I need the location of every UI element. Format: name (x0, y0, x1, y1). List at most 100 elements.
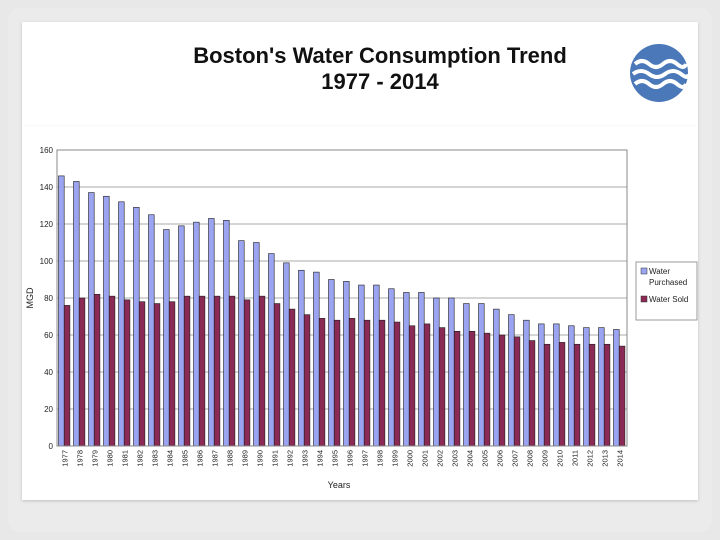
bar-water-sold (483, 332, 491, 447)
x-axis-label: Years (328, 480, 351, 490)
bar-water-purchased (118, 201, 125, 447)
bar-water-sold (408, 325, 416, 447)
x-tick-label: 1986 (196, 450, 205, 467)
y-tick-label: 20 (44, 405, 53, 414)
bar-water-sold (348, 318, 356, 447)
x-tick-label: 1985 (181, 450, 190, 467)
bar-water-sold (198, 295, 206, 447)
x-tick-label: 1990 (256, 450, 265, 467)
bar-water-purchased (328, 279, 335, 447)
x-tick-label: 1982 (136, 450, 145, 467)
x-tick-label: 1983 (151, 450, 160, 467)
bar-water-purchased (88, 192, 95, 447)
bar-water-sold (618, 345, 626, 447)
legend-label-purchased-1: Water (649, 267, 670, 276)
x-tick-label: 2008 (526, 450, 535, 467)
y-tick-label: 120 (40, 220, 54, 229)
bar-water-sold (123, 299, 131, 447)
bar-water-purchased (358, 284, 365, 447)
bar-water-purchased (478, 303, 485, 447)
y-axis-ticks: 0 20 40 60 80 100 120 140 160 (40, 146, 54, 451)
bar-water-purchased (568, 325, 575, 447)
bar-water-sold (78, 297, 86, 447)
bar-water-sold (378, 319, 386, 447)
legend-label-purchased-2: Purchased (649, 278, 687, 287)
x-tick-label: 1998 (376, 450, 385, 467)
x-tick-label: 1984 (166, 450, 175, 467)
bar-water-sold (423, 323, 431, 447)
x-tick-label: 1980 (106, 450, 115, 467)
bar-water-sold (303, 314, 311, 447)
y-tick-label: 160 (40, 146, 54, 155)
bar-water-purchased (133, 207, 140, 447)
bar-water-sold (543, 343, 551, 447)
bar-water-purchased (583, 327, 590, 447)
bar-water-sold (93, 293, 101, 447)
bar-water-purchased (523, 319, 530, 447)
x-tick-label: 1991 (271, 450, 280, 467)
bar-water-purchased (223, 220, 230, 447)
bar-water-sold (603, 343, 611, 447)
bar-water-sold (63, 305, 71, 447)
bar-water-sold (513, 336, 521, 447)
x-tick-label: 2006 (496, 450, 505, 467)
bar-water-purchased (208, 218, 215, 447)
bar-water-purchased (403, 292, 410, 447)
bar-water-purchased (283, 262, 290, 447)
x-tick-label: 1993 (301, 450, 310, 467)
bar-water-purchased (508, 314, 515, 447)
bar-water-sold (243, 299, 251, 447)
x-tick-label: 2002 (436, 450, 445, 467)
x-tick-label: 1997 (361, 450, 370, 467)
bar-water-purchased (298, 269, 305, 447)
bar-water-purchased (238, 240, 245, 447)
plot-area-frame (56, 149, 628, 447)
x-tick-label: 1996 (346, 450, 355, 467)
y-axis-label: MGD (25, 287, 35, 308)
bar-water-purchased (418, 292, 425, 447)
bar-water-sold (393, 321, 401, 447)
bar-water-purchased (388, 288, 395, 447)
x-axis-ticks: 1977 1978 1979 1980 1981 1982 1983 1984 1985 1986… (61, 450, 625, 467)
bar-water-sold (228, 295, 236, 447)
x-tick-label: 2012 (586, 450, 595, 467)
bar-water-sold (183, 295, 191, 447)
x-tick-label: 1979 (91, 450, 100, 467)
bar-water-purchased (103, 195, 110, 447)
bar-water-purchased (373, 284, 380, 447)
x-tick-label: 1978 (76, 450, 85, 467)
title-panel (22, 22, 698, 126)
bar-water-sold (213, 295, 221, 447)
x-tick-label: 2003 (451, 450, 460, 467)
x-tick-label: 2013 (601, 450, 610, 467)
bar-water-purchased (343, 281, 350, 447)
y-tick-label: 80 (44, 294, 53, 303)
bar-water-purchased (253, 242, 260, 447)
legend-label-sold: Water Sold (649, 295, 688, 304)
legend-swatch-sold (640, 295, 648, 303)
x-tick-label: 2000 (406, 450, 415, 467)
bar-water-purchased (463, 303, 470, 447)
y-tick-label: 40 (44, 368, 53, 377)
bar-water-purchased (178, 225, 185, 447)
bar-water-sold (138, 301, 146, 447)
bar-water-sold (573, 343, 581, 447)
bar-water-sold (438, 327, 446, 447)
y-tick-label: 0 (49, 442, 54, 451)
bar-water-purchased (613, 329, 620, 447)
bar-water-purchased (313, 271, 320, 447)
bar-water-sold (558, 342, 566, 447)
bar-water-purchased (448, 297, 455, 447)
bar-water-sold (333, 319, 341, 447)
y-tick-label: 100 (40, 257, 54, 266)
bar-water-sold (468, 330, 476, 447)
bar-water-sold (108, 295, 116, 447)
x-tick-label: 1989 (241, 450, 250, 467)
bar-water-sold (318, 318, 326, 447)
bar-water-purchased (553, 323, 560, 447)
x-tick-label: 1988 (226, 450, 235, 467)
bar-water-sold (588, 343, 596, 447)
bar-water-purchased (598, 327, 605, 447)
y-tick-label: 60 (44, 331, 53, 340)
